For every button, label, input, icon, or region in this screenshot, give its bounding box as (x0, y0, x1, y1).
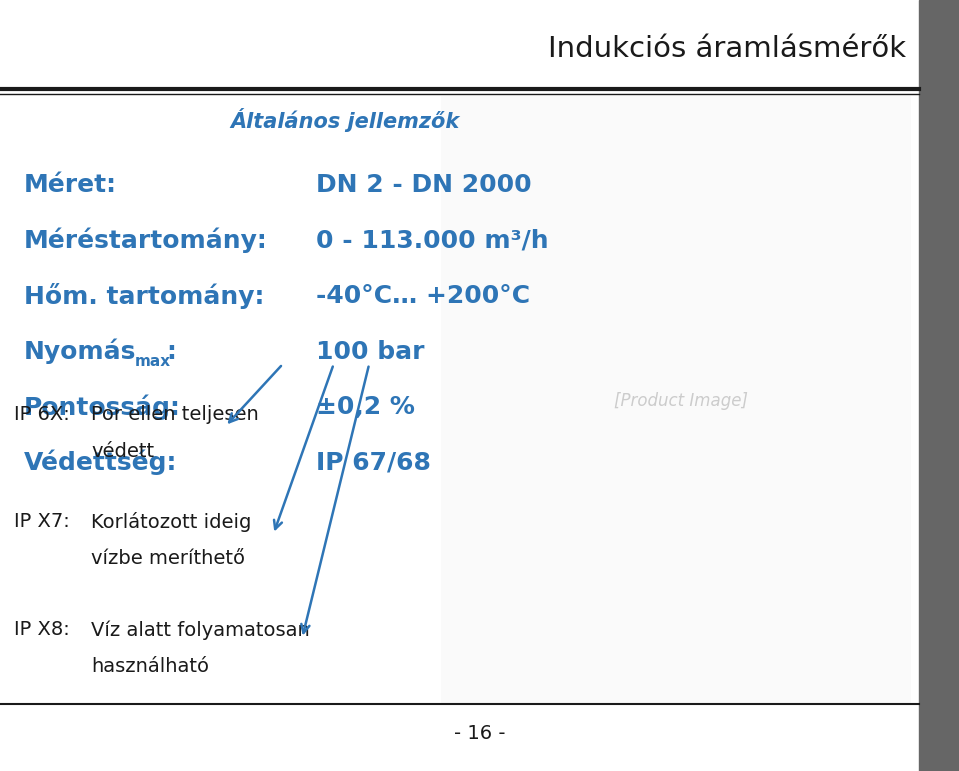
Text: [Product Image]: [Product Image] (614, 392, 748, 410)
Text: Korlátozott ideig: Korlátozott ideig (91, 512, 251, 532)
Text: ±0,2 %: ±0,2 % (316, 395, 415, 419)
Text: DN 2 - DN 2000: DN 2 - DN 2000 (316, 173, 532, 197)
Text: Pontosság:: Pontosság: (24, 394, 181, 420)
Text: használható: használható (91, 658, 209, 676)
Text: Általános jellemzők: Általános jellemzők (230, 107, 460, 132)
Text: védett: védett (91, 442, 154, 460)
Text: Víz alatt folyamatosan: Víz alatt folyamatosan (91, 620, 310, 640)
Text: - 16 -: - 16 - (454, 725, 505, 743)
Text: vízbe meríthető: vízbe meríthető (91, 550, 246, 568)
Text: -40°C… +200°C: -40°C… +200°C (316, 284, 530, 308)
Text: 0 - 113.000 m³/h: 0 - 113.000 m³/h (316, 228, 550, 253)
Text: Nyomás: Nyomás (24, 338, 136, 365)
Text: IP 67/68: IP 67/68 (316, 450, 432, 475)
Text: 100 bar: 100 bar (316, 339, 425, 364)
Text: max: max (134, 354, 171, 369)
Text: Por ellen teljesen: Por ellen teljesen (91, 405, 259, 423)
Text: IP X8:: IP X8: (14, 621, 70, 639)
FancyBboxPatch shape (441, 96, 911, 705)
Text: Méréstartomány:: Méréstartomány: (24, 227, 268, 254)
Text: Indukciós áramlásmérők: Indukciós áramlásmérők (549, 35, 906, 63)
Text: :: : (166, 339, 175, 364)
Text: Hőm. tartomány:: Hőm. tartomány: (24, 283, 265, 309)
Bar (919, 0, 959, 771)
Text: Méret:: Méret: (24, 173, 117, 197)
Text: IP X7:: IP X7: (14, 513, 70, 531)
Text: IP 6X:: IP 6X: (14, 405, 70, 423)
Text: Védettség:: Védettség: (24, 449, 177, 476)
